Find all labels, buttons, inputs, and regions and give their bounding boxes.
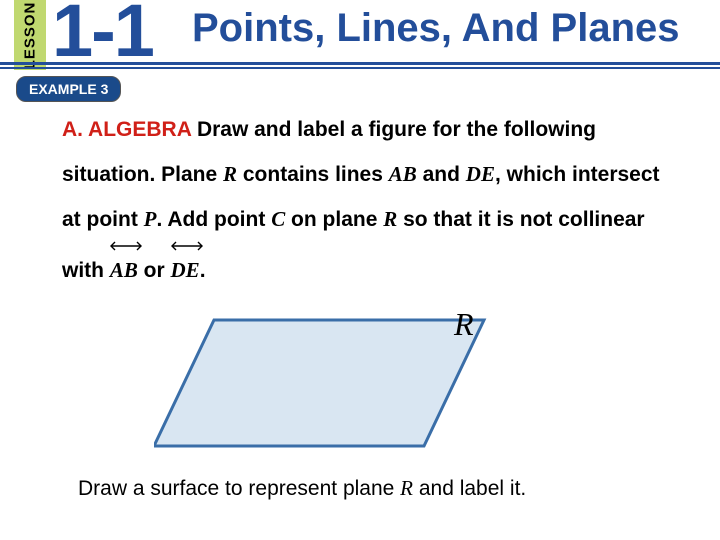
lesson-title: Points, Lines, And Planes (192, 6, 680, 51)
line-DE: DE (171, 242, 200, 293)
plane-svg (154, 308, 494, 458)
caption-t1: Draw a surface to represent plane (78, 477, 400, 500)
var-P: P (144, 207, 157, 231)
lesson-tab: LESSON (14, 0, 46, 70)
var-DE2: DE (171, 258, 200, 282)
lesson-word: LESSON (22, 1, 39, 69)
var-AB1: AB (389, 162, 417, 186)
var-AB2: AB (110, 258, 138, 282)
var-R2: R (383, 207, 397, 231)
problem-t9: . (200, 259, 206, 282)
problem-t5: . Add point (156, 208, 271, 231)
problem-t8: or (138, 259, 171, 282)
caption-t2: and label it. (413, 477, 526, 500)
problem-t3: and (417, 163, 466, 186)
caption: Draw a surface to represent plane R and … (78, 476, 526, 501)
problem-prefix: A. ALGEBRA (62, 118, 191, 141)
example-tab: EXAMPLE 3 (16, 76, 121, 102)
plane-figure: R (154, 308, 484, 458)
var-C: C (271, 207, 285, 231)
double-arrow-icon (169, 241, 205, 251)
header-rule-1 (0, 62, 720, 65)
line-AB: AB (110, 242, 138, 293)
header: LESSON 1-1 Points, Lines, And Planes (0, 0, 720, 70)
problem-t2: contains lines (237, 163, 389, 186)
plane-label: R (454, 306, 474, 343)
var-R1: R (223, 162, 237, 186)
problem-text: A. ALGEBRA Draw and label a figure for t… (62, 108, 672, 293)
double-arrow-icon (108, 241, 144, 251)
header-rule-2 (0, 67, 720, 69)
problem-t6: on plane (285, 208, 383, 231)
plane-shape (154, 320, 484, 446)
var-DE1: DE (466, 162, 495, 186)
caption-R: R (400, 476, 413, 500)
